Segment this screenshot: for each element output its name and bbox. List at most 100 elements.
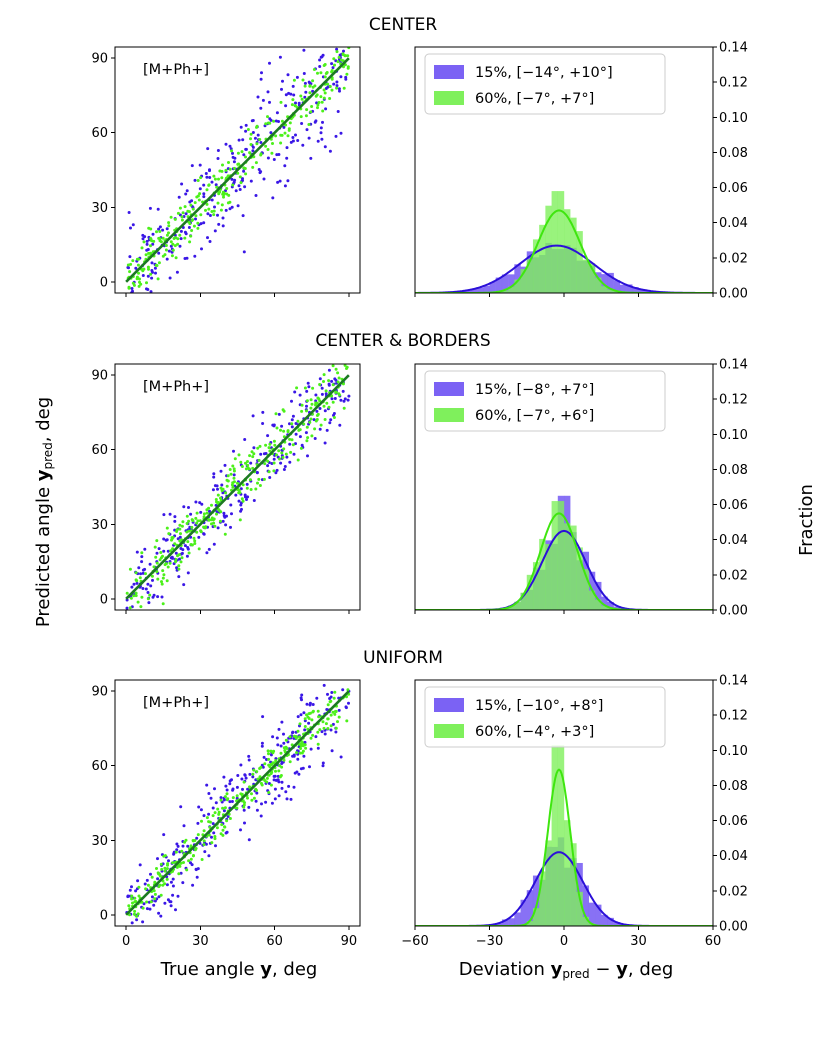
scatter-point-low [189, 861, 192, 865]
scatter-point-high [298, 428, 302, 432]
scatter-point-low [230, 205, 234, 209]
scatter-point-high [345, 367, 348, 370]
scatter-point-low [294, 101, 297, 105]
scatter-point-low [309, 747, 313, 751]
scatter-point-low [241, 179, 244, 182]
scatter-point-low [138, 863, 142, 867]
scatter-point-low [318, 427, 322, 431]
legend-label-high: 60%, [−4°, +3°] [475, 724, 594, 740]
scatter-point-high [126, 263, 130, 267]
scatter-point-low [165, 227, 169, 231]
scatter-point-low [202, 183, 206, 187]
scatter-point-high [310, 718, 314, 722]
scatter-point-high [255, 788, 258, 792]
scatter-point-low [318, 58, 322, 62]
scatter-point-low [167, 859, 170, 863]
scatter-point-high [284, 452, 288, 456]
scatter-point-high [196, 221, 200, 225]
scatter-point-high [225, 484, 229, 488]
scatter-point-high [300, 403, 304, 407]
scatter-point-low [289, 797, 293, 801]
scatter-point-high [252, 768, 256, 772]
scatter-point-low [284, 790, 288, 794]
scatter-point-low [241, 214, 245, 218]
scatter-point-high [196, 226, 200, 230]
scatter-point-high [346, 66, 350, 70]
y-symbol: y [551, 959, 563, 980]
scatter-point-high [160, 582, 164, 586]
scatter-point-high [180, 218, 184, 222]
histogram-bar-low [644, 290, 652, 293]
scatter-point-low [311, 89, 315, 93]
scatter-point-high [225, 798, 229, 802]
scatter-point-low [274, 471, 278, 475]
scatter-point-low [274, 119, 278, 123]
histogram-bar-high [570, 217, 577, 293]
scatter-point-low [130, 929, 133, 932]
scatter-point-low [141, 920, 145, 924]
scatter-point-low [209, 796, 213, 800]
scatter-point-low [266, 156, 270, 160]
scatter-point-low [303, 728, 307, 732]
scatter-point-high [316, 709, 320, 713]
scatter-point-high [346, 54, 350, 58]
scatter-point-high [274, 759, 278, 763]
scatter-point-high [171, 861, 175, 865]
scatter-point-low [152, 903, 156, 907]
y-axis-label-predicted: Predicted angle ypred, deg [33, 397, 55, 627]
scatter-point-high [243, 167, 247, 170]
scatter-point-low [288, 442, 292, 446]
scatter-point-low [325, 428, 329, 432]
scatter-point-low [137, 566, 141, 570]
scatter-point-high [132, 594, 136, 598]
scatter-point-high [300, 409, 304, 413]
scatter-point-low [229, 503, 233, 507]
histogram-bar-low [607, 272, 614, 293]
scatter-point-high [303, 386, 307, 390]
scatter-point-low [145, 878, 149, 882]
scatter-point-low [141, 237, 145, 241]
scatter-point-low [195, 836, 199, 840]
scatter-point-high [334, 391, 338, 394]
histogram-bar-low [501, 919, 509, 926]
scatter-point-low [149, 872, 152, 876]
scatter-point-high [176, 242, 180, 246]
scatter-point-high [286, 430, 290, 434]
scatter-point-high [165, 526, 169, 530]
histogram-bar-high [551, 501, 558, 610]
scatter-point-low [307, 721, 311, 725]
scatter-point-high [195, 511, 199, 515]
histogram-bar-low [470, 288, 478, 293]
histogram-bar-high [564, 209, 571, 293]
scatter-point-low [235, 785, 239, 789]
scatter-point-low [344, 706, 348, 710]
scatter-point-low [273, 797, 277, 801]
scatter-point-high [164, 244, 168, 247]
scatter-point-high [304, 746, 308, 750]
scatter-point-low [146, 274, 150, 278]
scatter-point-low [157, 895, 161, 899]
scatter-point-high [334, 709, 337, 713]
scatter-point-low [272, 158, 276, 161]
scatter-point-low [169, 880, 173, 884]
scatter-point-low [254, 194, 258, 197]
scatter-point-high [187, 210, 191, 214]
scatter-point-high [136, 912, 140, 916]
scatter-point-low [195, 875, 199, 879]
scatter-point-high [228, 817, 232, 820]
scatter-point-low [238, 188, 242, 191]
histogram-bar-high [520, 269, 527, 293]
scatter-point-high [305, 399, 309, 403]
scatter-point-low [184, 212, 188, 216]
fit-curve-high [415, 512, 713, 610]
scatter-point-low [179, 229, 183, 233]
scatter-point-high [305, 425, 309, 429]
scatter-point-low [210, 835, 213, 839]
row-title-uniform: UNIFORM [363, 648, 443, 668]
scatter-point-low [304, 90, 308, 94]
scatter-point-high [149, 237, 153, 241]
histogram-bar-low [526, 890, 534, 926]
scatter-point-high [322, 404, 326, 408]
scatter-point-high [248, 454, 252, 458]
scatter-point-low [322, 32, 325, 35]
